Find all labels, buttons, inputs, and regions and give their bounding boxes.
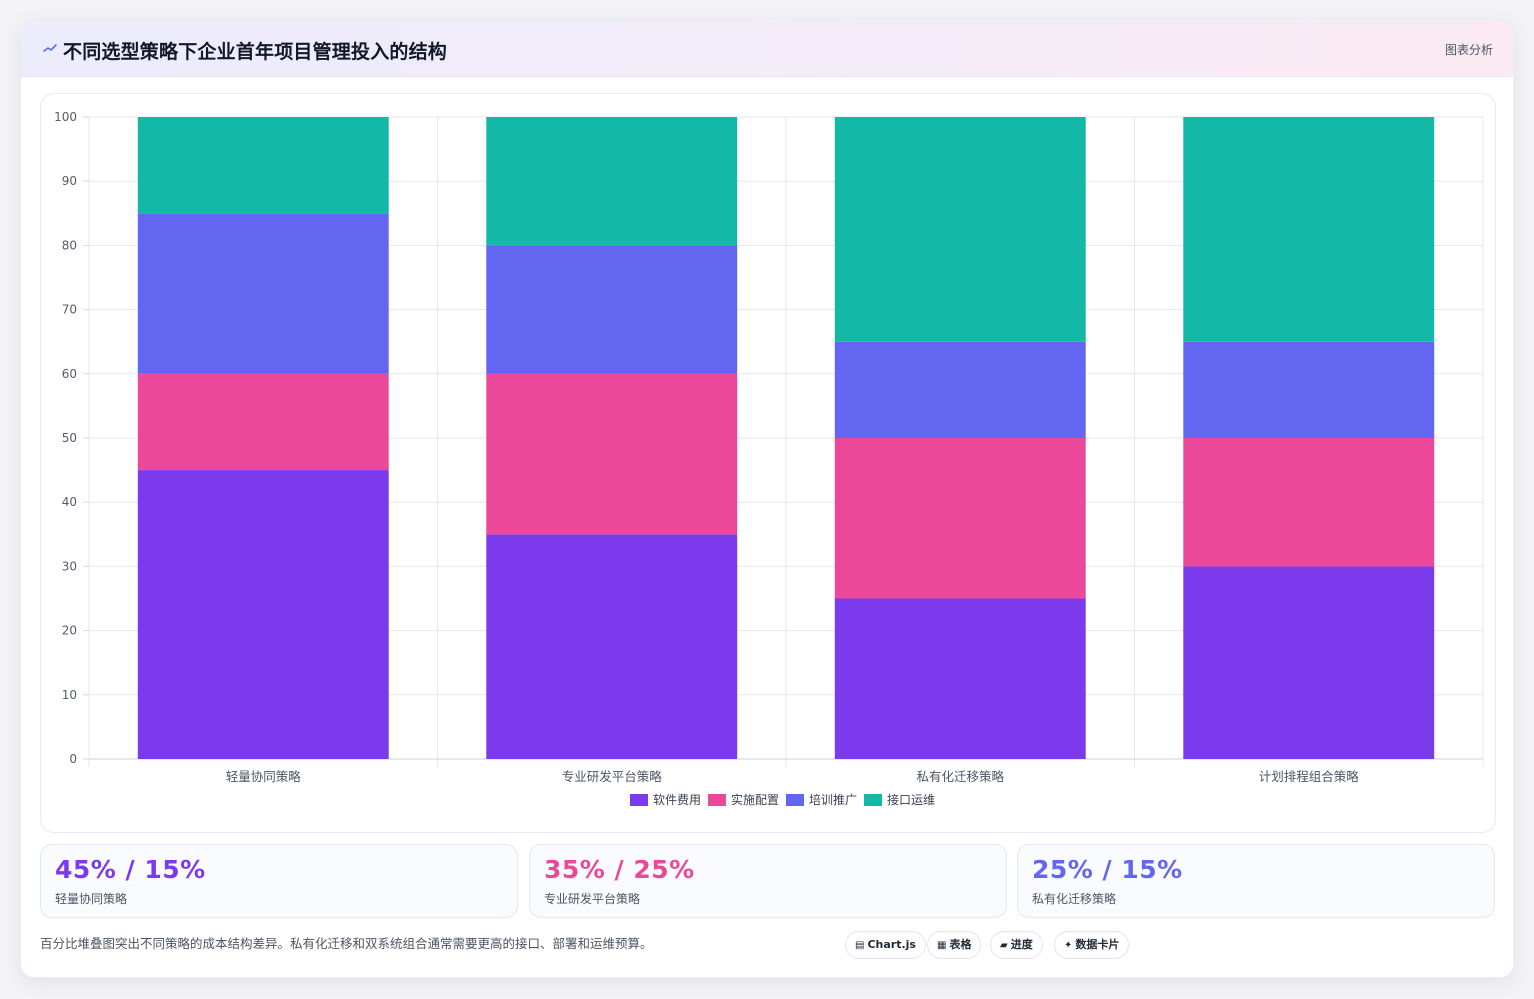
legend-swatch xyxy=(864,794,882,806)
progress-icon: ▰ xyxy=(1000,940,1008,951)
chart-note: 百分比堆叠图突出不同策略的成本结构差异。私有化迁移和双系统组合通常需要更高的接口… xyxy=(40,936,653,951)
chart-icon: ▤ xyxy=(855,940,865,951)
bar-segment xyxy=(1183,117,1435,342)
bar-segment xyxy=(137,373,389,471)
legend-label: 软件费用 xyxy=(653,793,701,807)
legend-label: 培训推广 xyxy=(809,792,857,807)
bar-segment xyxy=(1183,341,1435,438)
y-tick-label: 90 xyxy=(62,174,77,188)
y-tick-label: 20 xyxy=(62,624,77,638)
x-tick-label: 专业研发平台策略 xyxy=(562,769,663,784)
y-tick-label: 70 xyxy=(62,303,77,317)
chart-panel: 0 10 20 30 40 50 60 70 80 90 100 轻量协同策略 专业研发平台策略 私有化迁… xyxy=(40,93,1496,833)
chip-progress[interactable]: ▰ 进度 xyxy=(990,931,1043,959)
legend-label: 接口运维 xyxy=(887,792,935,807)
x-tick-label: 计划排程组合策略 xyxy=(1259,769,1360,784)
bar-segment xyxy=(137,470,389,759)
stat-cards: 45% / 15% 轻量协同策略 35% / 25% 专业研发平台策略 25% … xyxy=(40,844,1496,918)
stat-value: 35% / 25% xyxy=(544,855,695,884)
stat-label: 轻量协同策略 xyxy=(55,892,128,906)
stat-card: 45% / 15% 轻量协同策略 xyxy=(40,844,518,918)
x-tick-label: 私有化迁移策略 xyxy=(916,769,1004,784)
stat-label: 私有化迁移策略 xyxy=(1032,892,1117,906)
y-tick-label: 60 xyxy=(62,367,77,381)
y-tick-label: 100 xyxy=(54,110,77,124)
chart-line-icon xyxy=(43,44,57,52)
y-tick-label: 50 xyxy=(62,431,77,445)
stat-value: 45% / 15% xyxy=(55,855,206,884)
bar-segment xyxy=(486,245,738,374)
legend-swatch xyxy=(708,794,726,806)
sparkle-icon: ✦ xyxy=(1064,940,1073,951)
stacked-bar-chart: 0 10 20 30 40 50 60 70 80 90 100 轻量协同策略 专业研发平台策略 私有化迁… xyxy=(54,110,1484,807)
y-tick-label: 10 xyxy=(62,688,77,702)
page-title: 不同选型策略下企业首年项目管理投入的结构 xyxy=(63,41,448,63)
chart-card: 不同选型策略下企业首年项目管理投入的结构 图表分析 0 10 20 30 40 50 60 7… xyxy=(20,20,1514,978)
legend-swatch xyxy=(630,794,648,806)
bar-segment xyxy=(1183,438,1435,567)
chip-label: Chart.js xyxy=(867,938,916,951)
chip-label: 数据卡片 xyxy=(1075,938,1120,951)
chip-label: 进度 xyxy=(1010,938,1033,951)
bar-segment xyxy=(834,117,1086,342)
table-icon: ▦ xyxy=(937,940,947,951)
bar-segment xyxy=(486,534,738,759)
card-header: 不同选型策略下企业首年项目管理投入的结构 图表分析 xyxy=(21,21,1513,77)
stat-card: 35% / 25% 专业研发平台策略 xyxy=(529,844,1007,918)
legend-swatch xyxy=(786,794,804,806)
bar-segment xyxy=(1183,566,1435,759)
x-tick-label: 轻量协同策略 xyxy=(226,769,302,784)
bar-segment xyxy=(486,373,738,535)
y-tick-label: 30 xyxy=(62,559,77,573)
bar-segment xyxy=(834,438,1086,599)
chip-data-card[interactable]: ✦ 数据卡片 xyxy=(1054,931,1130,959)
stat-card: 25% / 15% 私有化迁移策略 xyxy=(1017,844,1495,918)
bar-segment xyxy=(486,117,738,246)
y-tick-label: 80 xyxy=(62,238,77,252)
stat-label: 专业研发平台策略 xyxy=(544,892,641,906)
header-tag: 图表分析 xyxy=(1444,43,1493,57)
bar-segment xyxy=(834,598,1086,759)
bar-segment xyxy=(137,213,389,374)
bar-segment xyxy=(137,117,389,214)
chip-table[interactable]: ▦ 表格 xyxy=(927,931,982,959)
y-tick-label: 0 xyxy=(69,752,77,766)
y-tick-label: 40 xyxy=(62,495,77,509)
chip-label: 表格 xyxy=(949,938,972,951)
legend-label: 实施配置 xyxy=(731,792,779,807)
stat-value: 25% / 15% xyxy=(1032,855,1183,884)
bar-segment xyxy=(834,341,1086,438)
chip-chartjs[interactable]: ▤ Chart.js xyxy=(845,931,926,959)
